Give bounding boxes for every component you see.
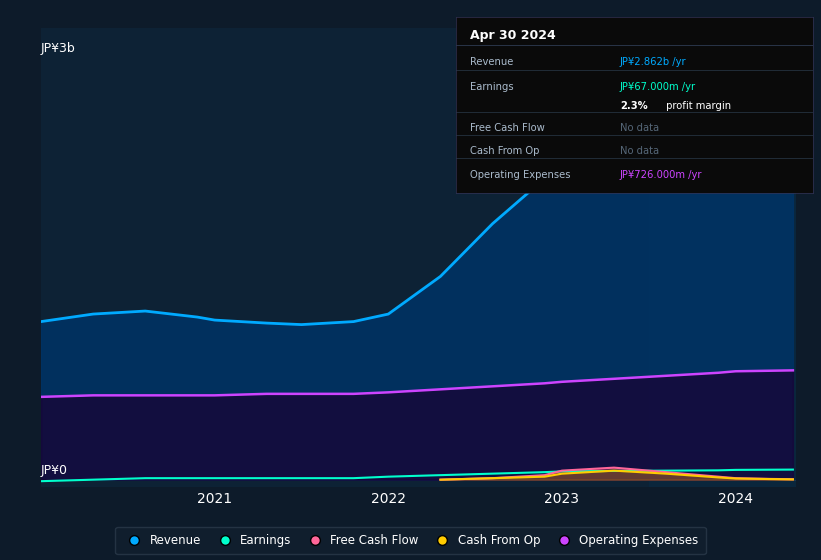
Legend: Revenue, Earnings, Free Cash Flow, Cash From Op, Operating Expenses: Revenue, Earnings, Free Cash Flow, Cash … xyxy=(116,527,705,554)
Text: Operating Expenses: Operating Expenses xyxy=(470,170,571,180)
Text: JP¥2.862b /yr: JP¥2.862b /yr xyxy=(620,57,686,67)
Text: JP¥726.000m /yr: JP¥726.000m /yr xyxy=(620,170,703,180)
Text: JP¥3b: JP¥3b xyxy=(41,41,76,54)
Text: No data: No data xyxy=(620,146,659,156)
Text: Free Cash Flow: Free Cash Flow xyxy=(470,123,544,133)
Text: No data: No data xyxy=(620,123,659,133)
Text: JP¥67.000m /yr: JP¥67.000m /yr xyxy=(620,82,696,92)
Text: Apr 30 2024: Apr 30 2024 xyxy=(470,29,556,42)
Text: Earnings: Earnings xyxy=(470,82,514,92)
Text: JP¥0: JP¥0 xyxy=(41,464,68,477)
Text: Revenue: Revenue xyxy=(470,57,513,67)
Text: 2.3%: 2.3% xyxy=(620,101,648,111)
Text: profit margin: profit margin xyxy=(663,101,731,111)
Bar xyxy=(649,28,796,487)
Text: Cash From Op: Cash From Op xyxy=(470,146,539,156)
